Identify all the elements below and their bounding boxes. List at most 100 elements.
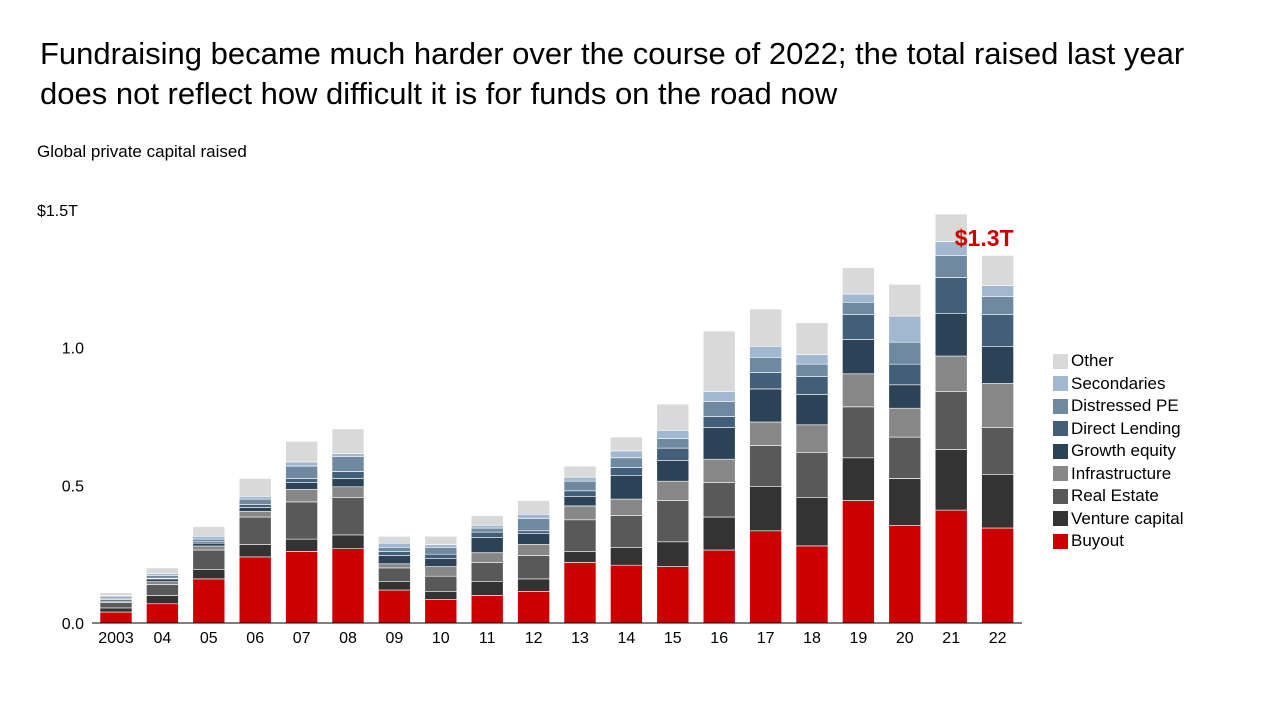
legend-swatch — [1053, 421, 1068, 437]
bar-segment — [517, 544, 550, 556]
bar-segment — [795, 451, 829, 498]
legend-label: Secondaries — [1071, 373, 1166, 393]
legend-label: Distressed PE — [1071, 396, 1179, 416]
legend-item: Venture capital — [1053, 508, 1183, 531]
bar-segment — [470, 531, 504, 538]
bar-segment — [934, 255, 968, 278]
bar-segment — [99, 607, 133, 613]
bar-segment — [888, 407, 922, 438]
x-tick-label: 05 — [200, 630, 218, 647]
bar-segment — [656, 480, 690, 501]
bar-segment — [934, 391, 968, 450]
bar-segment — [517, 533, 550, 545]
bar-segment — [238, 556, 272, 624]
legend-swatch — [1053, 533, 1068, 549]
bar-segment — [934, 312, 968, 357]
bar-segment — [888, 315, 922, 343]
legend-label: Venture capital — [1071, 508, 1184, 528]
bar-segment — [470, 537, 504, 553]
y-tick-label: 0.0 — [62, 616, 84, 633]
bar-segment — [331, 534, 365, 550]
bar-segment — [981, 255, 1014, 286]
bar-segment — [285, 489, 318, 503]
x-tick-label: 04 — [154, 630, 172, 647]
bar-segment — [656, 438, 690, 449]
bar-segment — [702, 482, 736, 518]
bar-segment — [610, 450, 643, 459]
bar-segment — [285, 482, 318, 490]
bar-segment — [192, 535, 226, 540]
legend-label: Direct Lending — [1071, 418, 1181, 438]
page-title: Fundraising became much harder over the … — [40, 36, 1185, 111]
bar-segment — [238, 504, 272, 508]
x-tick-label: 22 — [989, 630, 1007, 647]
bar-segment — [238, 478, 272, 497]
bar-segment — [656, 500, 690, 543]
bar-segment — [842, 339, 875, 375]
bar-segment — [610, 546, 643, 566]
bar-segment — [424, 590, 458, 600]
bar-segment — [331, 548, 365, 624]
bar-segment — [146, 603, 179, 624]
x-tick-label: 14 — [618, 630, 636, 647]
bar-segment — [888, 524, 922, 624]
bar-segment — [285, 478, 318, 483]
bar-segment — [888, 363, 922, 386]
chart-subtitle: Global private capital raised — [37, 142, 247, 161]
bar-segment — [378, 535, 411, 544]
x-tick-label: 18 — [803, 630, 821, 647]
bar-segment — [888, 436, 922, 479]
legend-item: Distressed PE — [1053, 395, 1183, 418]
bar-segment — [424, 575, 458, 592]
bar-segment — [146, 578, 179, 583]
bar-segment — [610, 564, 643, 624]
bar-segment — [842, 406, 875, 459]
bar-segment — [981, 314, 1014, 347]
legend-swatch — [1053, 443, 1068, 459]
legend-swatch — [1053, 398, 1068, 414]
bar-segment — [192, 538, 226, 543]
bar-segment — [238, 516, 272, 545]
bar-segment — [146, 575, 179, 579]
x-tick-label: 20 — [896, 630, 914, 647]
bar-segment — [470, 595, 504, 624]
bar-segment — [517, 518, 550, 532]
bar-segment — [981, 427, 1014, 475]
bar-segment — [192, 542, 226, 547]
bar-segment — [331, 497, 365, 536]
bar-segment — [749, 388, 782, 423]
legend-swatch — [1053, 466, 1068, 482]
x-tick-label: 07 — [293, 630, 311, 647]
bar-segment — [563, 495, 597, 507]
chart-legend: Other Secondaries Distressed PE Direct Lend… — [1053, 350, 1183, 553]
legend-label: Real Estate — [1071, 486, 1159, 506]
bar-segment — [99, 611, 133, 624]
bar-segment — [470, 515, 504, 526]
bar-segment — [610, 467, 643, 476]
total-annotation: $1.3T — [955, 225, 1014, 251]
bar-segment — [563, 551, 597, 563]
bar-segment — [285, 465, 318, 479]
legend-swatch — [1053, 353, 1068, 369]
bar-segment — [517, 590, 550, 624]
bar-segment — [285, 461, 318, 467]
bar-segment — [656, 566, 690, 624]
bar-segment — [656, 447, 690, 461]
bar-segment — [981, 285, 1014, 298]
x-tick-label: 09 — [386, 630, 404, 647]
y-tick-label: $1.5T — [37, 203, 78, 220]
legend-item: Growth equity — [1053, 440, 1183, 463]
bar-segment — [656, 429, 690, 439]
x-tick-label: 11 — [479, 630, 496, 647]
bar-segment — [842, 373, 875, 408]
bar-segment — [795, 363, 829, 377]
bar-segment — [192, 545, 226, 551]
bar-segment — [331, 428, 365, 454]
y-tick-label: 0.5 — [62, 478, 84, 495]
bar-segment — [981, 345, 1014, 384]
x-tick-label: 13 — [571, 630, 589, 647]
bar-segment — [749, 308, 782, 347]
bar-segment — [378, 581, 411, 591]
legend-label: Growth equity — [1071, 441, 1176, 461]
